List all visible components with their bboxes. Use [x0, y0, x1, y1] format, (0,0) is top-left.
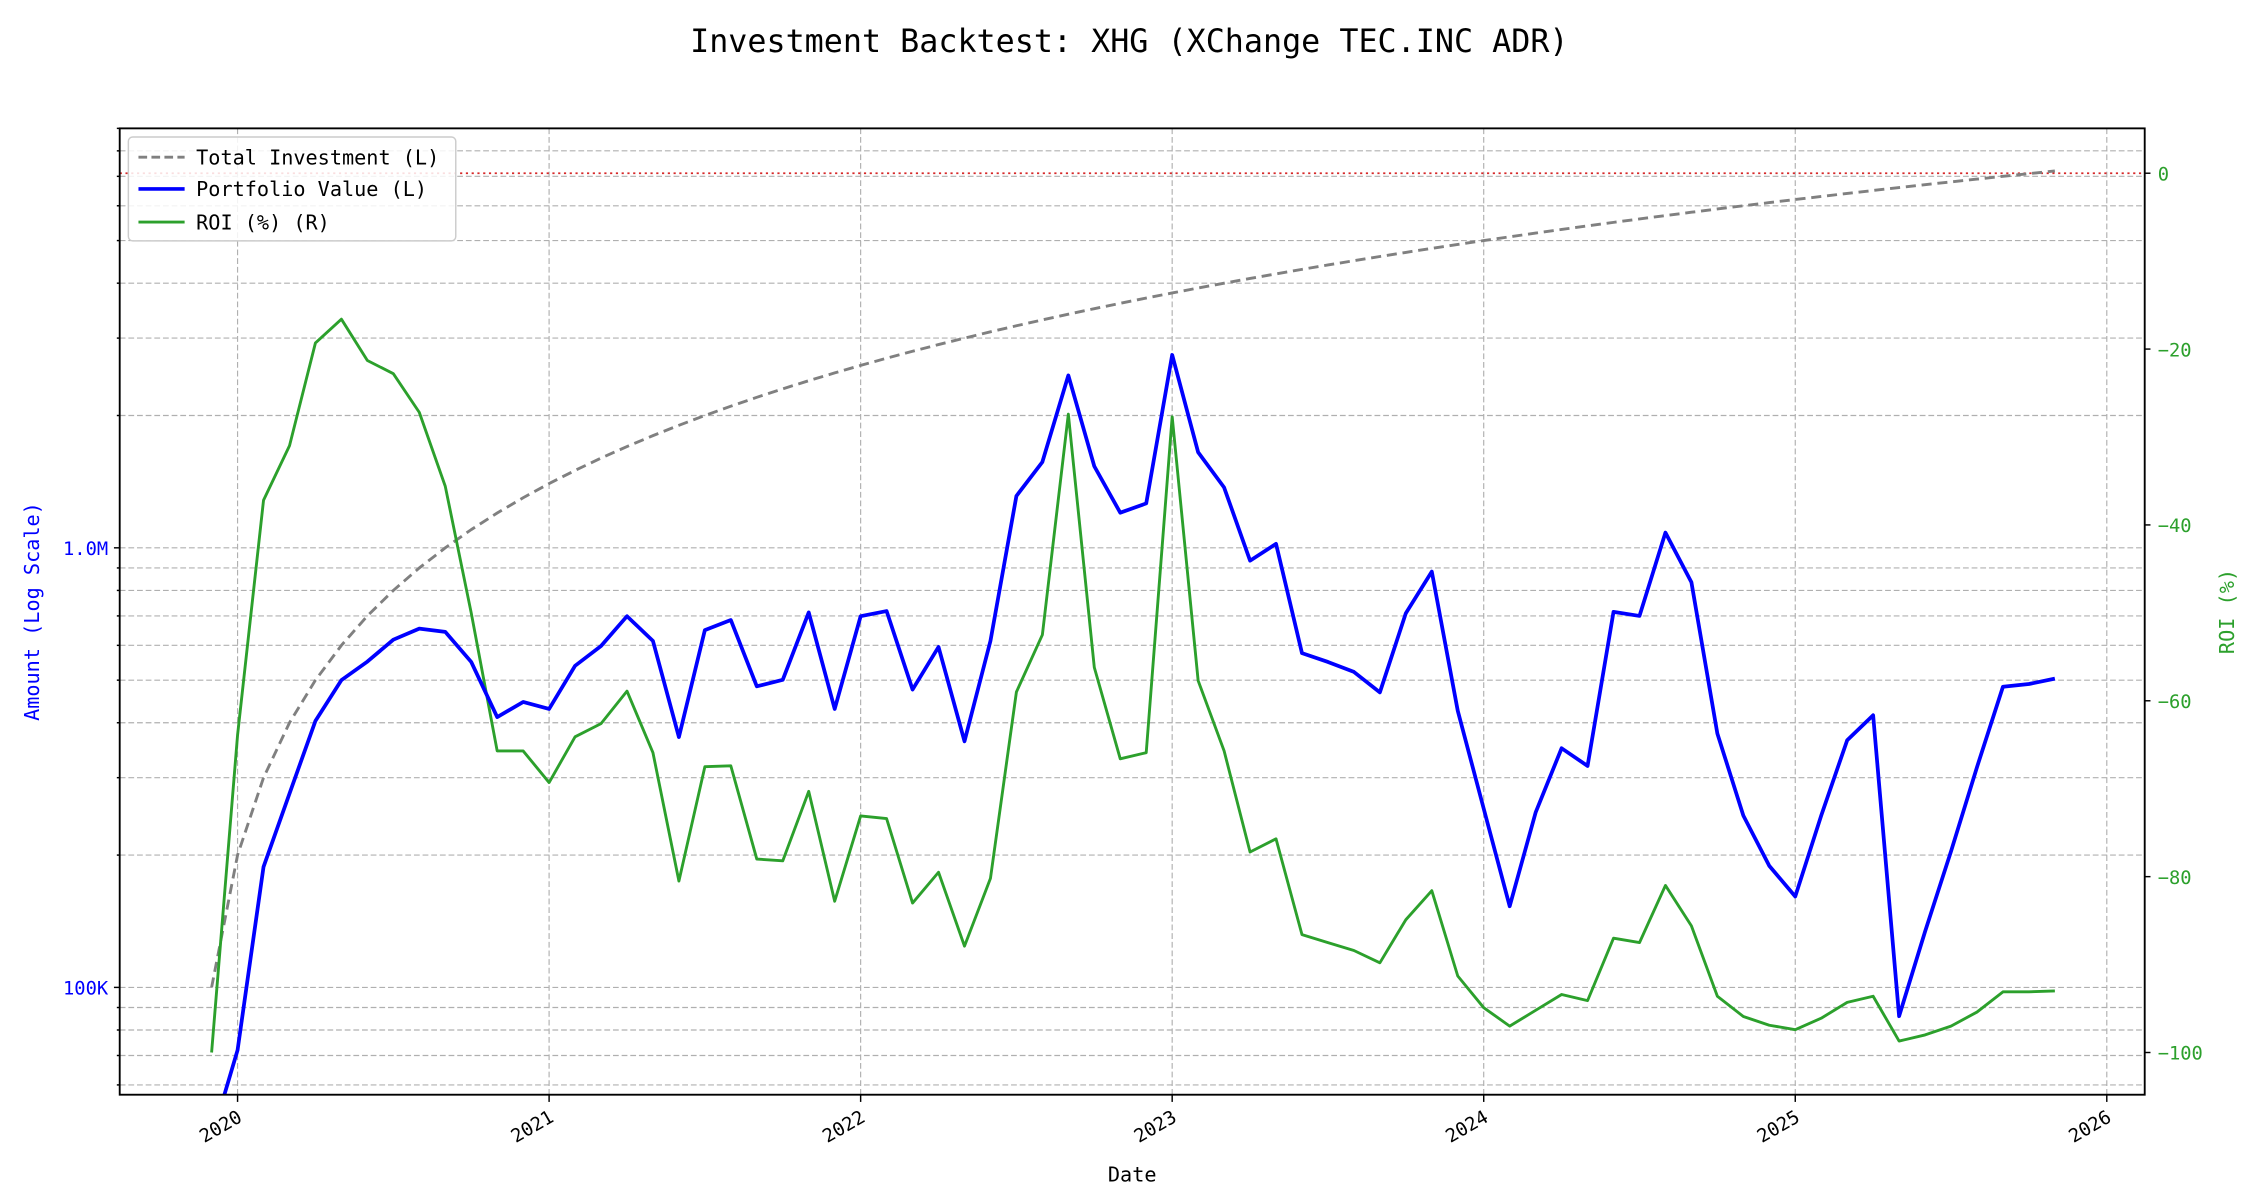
left-tick-label: 1.0M	[63, 539, 108, 560]
x-tick-label: 2024	[1442, 1107, 1492, 1148]
left-axis-label: Amount (Log Scale)	[20, 502, 44, 721]
legend-box	[127, 136, 457, 242]
x-tick-label: 2026	[2065, 1107, 2115, 1148]
chart-title: Investment Backtest: XHG (XChange TEC.IN…	[690, 24, 1568, 60]
right-tick-label: 0	[2158, 164, 2169, 185]
legend-label-investment: Total Investment (L)	[196, 145, 439, 169]
x-axis-ticks: 2020 2021 2022 2023 2024 2025 2026	[196, 1094, 2115, 1148]
x-tick-label: 2025	[1754, 1107, 1804, 1148]
grid	[113, 127, 2145, 1095]
x-tick-label: 2021	[508, 1107, 558, 1148]
left-tick-label: 100K	[63, 979, 109, 1000]
right-tick-label: −40	[2158, 516, 2192, 537]
right-axis-label: ROI (%)	[2215, 569, 2239, 654]
x-tick-label: 2022	[819, 1107, 869, 1148]
x-axis-label: Date	[1108, 1162, 1157, 1186]
right-tick-label: −60	[2158, 692, 2192, 713]
right-tick-label: −100	[2158, 1044, 2203, 1065]
legend-label-roi: ROI (%) (R)	[196, 210, 330, 234]
legend-label-portfolio: Portfolio Value (L)	[196, 177, 427, 201]
roi-line	[210, 317, 2055, 1053]
series-lines	[210, 169, 2056, 1095]
total-investment-line	[210, 169, 2056, 988]
right-tick-label: −80	[2158, 868, 2192, 889]
x-tick-label: 2020	[196, 1107, 246, 1148]
right-tick-label: −20	[2158, 340, 2192, 361]
left-axis-ticks: 100K 1.0M	[63, 539, 109, 1000]
right-axis-ticks: 0 −20 −40 −60 −80 −100	[2144, 164, 2203, 1065]
x-tick-label: 2023	[1131, 1107, 1181, 1148]
plot-frame	[118, 127, 2146, 1096]
legend: Total Investment (L) Portfolio Value (L)…	[127, 136, 457, 242]
portfolio-value-line	[222, 353, 2056, 1095]
